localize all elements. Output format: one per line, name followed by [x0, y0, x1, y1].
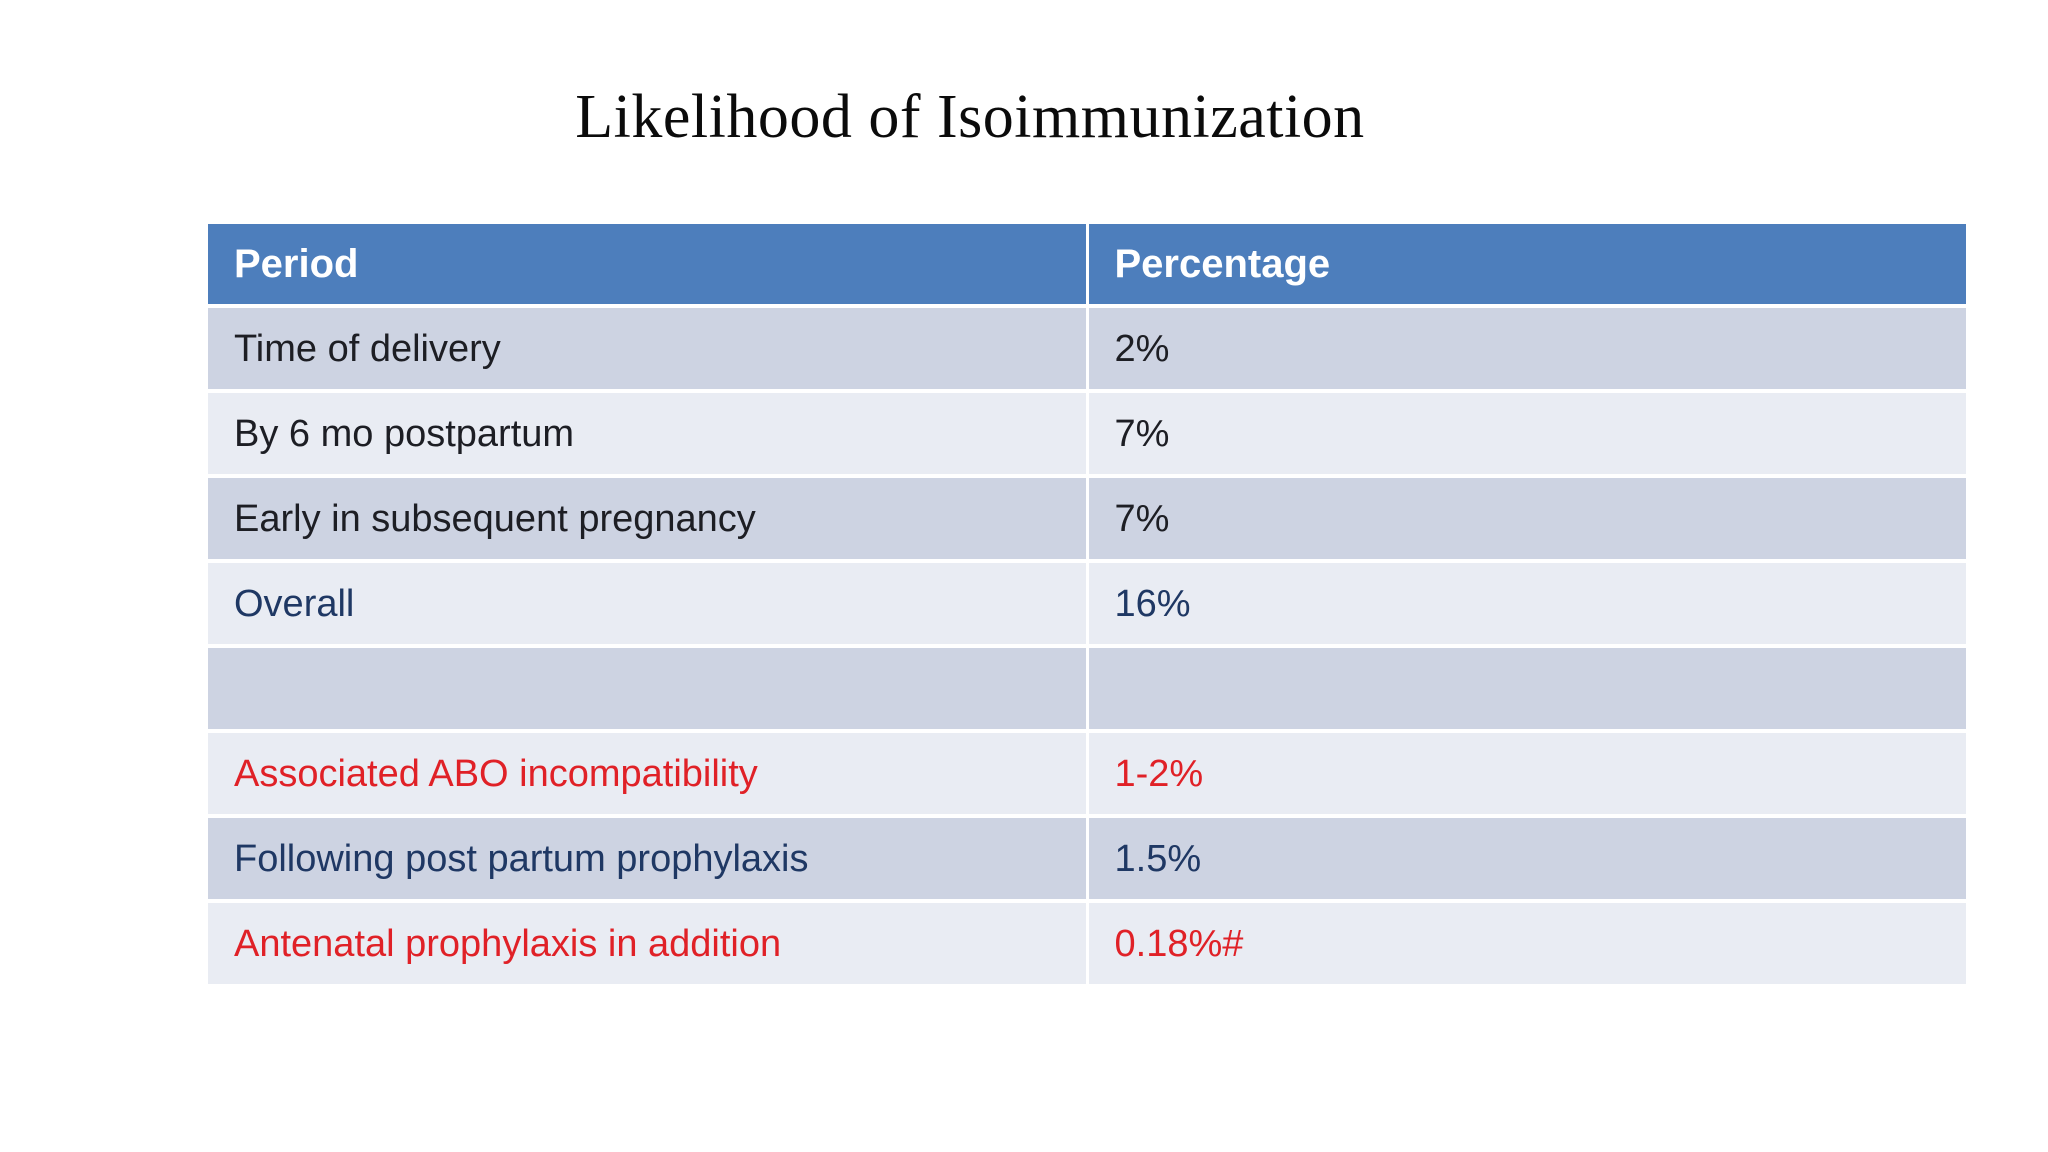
cell-percentage: 2% — [1088, 308, 1966, 389]
table-row-overall: Overall 16% — [208, 563, 1966, 644]
cell-percentage: 0.18%# — [1088, 903, 1966, 984]
cell-period — [208, 648, 1086, 729]
table-row-antenatal-prophylaxis: Antenatal prophylaxis in addition 0.18%# — [208, 903, 1966, 984]
table-row-postpartum-prophylaxis: Following post partum prophylaxis 1.5% — [208, 818, 1966, 899]
cell-period: Overall — [208, 563, 1086, 644]
table-row-time-of-delivery: Time of delivery 2% — [208, 308, 1966, 389]
cell-percentage: 7% — [1088, 393, 1966, 474]
isoimmunization-table: Period Percentage Time of delivery 2% By… — [208, 224, 1966, 984]
cell-percentage — [1088, 648, 1966, 729]
cell-period: Antenatal prophylaxis in addition — [208, 903, 1086, 984]
table-header-row: Period Percentage — [208, 224, 1966, 304]
table-row-early-subsequent-pregnancy: Early in subsequent pregnancy 7% — [208, 478, 1966, 559]
table-row-by-6-mo-postpartum: By 6 mo postpartum 7% — [208, 393, 1966, 474]
cell-period: Early in subsequent pregnancy — [208, 478, 1086, 559]
cell-percentage: 1.5% — [1088, 818, 1966, 899]
cell-period: Time of delivery — [208, 308, 1086, 389]
slide-title: Likelihood of Isoimmunization — [575, 83, 1365, 151]
table-row-abo-incompatibility: Associated ABO incompatibility 1-2% — [208, 733, 1966, 814]
cell-period: Following post partum prophylaxis — [208, 818, 1086, 899]
column-header-percentage: Percentage — [1088, 224, 1966, 304]
cell-percentage: 7% — [1088, 478, 1966, 559]
cell-percentage: 1-2% — [1088, 733, 1966, 814]
cell-period: By 6 mo postpartum — [208, 393, 1086, 474]
table-row-empty — [208, 648, 1966, 729]
cell-period: Associated ABO incompatibility — [208, 733, 1086, 814]
column-header-period: Period — [208, 224, 1086, 304]
cell-percentage: 16% — [1088, 563, 1966, 644]
